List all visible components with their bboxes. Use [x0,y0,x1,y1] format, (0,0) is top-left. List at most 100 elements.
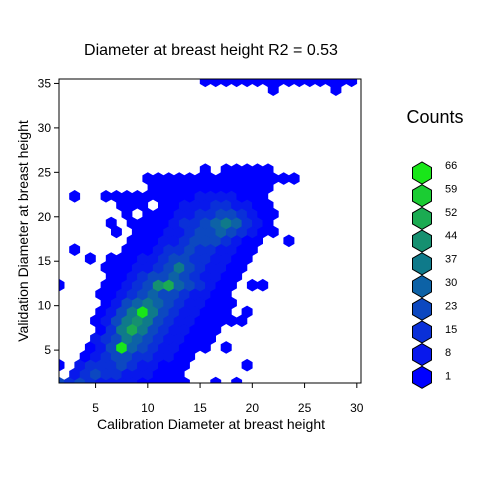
legend-hex [412,365,432,389]
hex-bin [131,350,143,363]
hex-bin [252,198,263,212]
hex-bin [246,225,258,239]
hex-bin [131,261,143,274]
hex-bin [231,181,243,194]
hex-bin [142,314,154,328]
hex-bin [226,190,237,203]
hex-bin [236,190,248,203]
hex-bin [126,341,138,354]
hex-bin [111,261,122,274]
hex-bin [226,314,237,328]
hex-bin [215,190,227,203]
hex-bin [158,216,169,230]
hex-bin [158,234,169,248]
hex-bin [152,350,164,363]
hex-bin [137,216,149,230]
hex-bin [84,252,96,265]
hex-bin [173,332,185,345]
hex-bin [142,296,154,310]
hex-bin [158,198,169,212]
hex-bin [189,252,201,265]
hex-bin [304,79,316,88]
hex-bin [220,287,232,301]
hex-bin [262,181,274,194]
legend-label: 23 [445,300,457,312]
hex-bin [131,225,143,239]
hex-bin [163,350,175,363]
hex-bin [173,243,185,256]
hex-bin [95,358,107,372]
hex-bin [231,376,243,383]
hex-bin [178,341,190,354]
hex-bin [267,225,279,239]
hex-bin [116,358,128,372]
hex-bin [163,172,175,185]
hex-bin [194,296,206,310]
hex-bin [147,181,159,194]
hex-bin [184,314,196,328]
hex-bin [131,278,143,292]
hex-bin [184,261,196,274]
hex-bin [199,323,211,336]
x-tick-label: 30 [350,401,364,415]
hex-bin [147,216,159,230]
hex-bin [278,172,290,185]
legend-hex [412,297,432,321]
hex-bin [194,225,206,239]
hex-bin [241,216,253,230]
hex-bin [173,207,185,221]
hex-bin [205,296,216,310]
hex-bin [257,207,269,221]
legend-label: 30 [445,277,457,289]
hex-bin [168,287,180,301]
hex-bin [105,305,117,319]
hex-bin [116,287,128,301]
hex-bin [100,261,112,274]
hex-bin [236,225,248,239]
hex-bin [178,198,190,212]
hex-bin [257,278,269,292]
y-tick-label: 30 [38,121,52,135]
hex-bin [158,305,169,319]
hex-bin [147,234,159,248]
hex-bin [205,172,216,185]
hex-bin [100,314,112,328]
hex-bin [220,270,232,283]
hex-bin [220,216,232,230]
hex-bin [194,207,206,221]
hex-bin [152,367,164,381]
hex-bin [116,341,128,354]
legend-hex [412,320,432,344]
hex-bin [199,79,211,88]
hex-bin [346,79,358,88]
hex-bin [246,278,258,292]
hex-bin [215,207,227,221]
hex-bin [147,305,159,319]
hex-bin [210,79,222,88]
hex-bin [147,287,159,301]
hex-bin [105,216,117,230]
hex-bin [105,341,117,354]
hex-bin [220,234,232,248]
hex-bin [105,287,117,301]
hex-bin [59,358,65,372]
hex-bin [152,314,164,328]
hex-bin [215,296,227,310]
hex-bin [184,243,196,256]
hex-bin [231,216,243,230]
hex-bin [69,367,81,381]
hex-bin [210,270,222,283]
hex-bin [173,350,185,363]
hex-bin [189,287,201,301]
hex-bin [199,198,211,212]
hex-bin [184,190,196,203]
hex-bin [126,252,138,265]
hex-bin [147,270,159,283]
hex-bin [199,163,211,176]
hex-bin [288,172,300,185]
hex-bin [231,234,243,248]
hex-bin [215,225,227,239]
hex-bin [137,358,149,372]
hex-bin [220,305,232,319]
hex-bin [220,252,232,265]
